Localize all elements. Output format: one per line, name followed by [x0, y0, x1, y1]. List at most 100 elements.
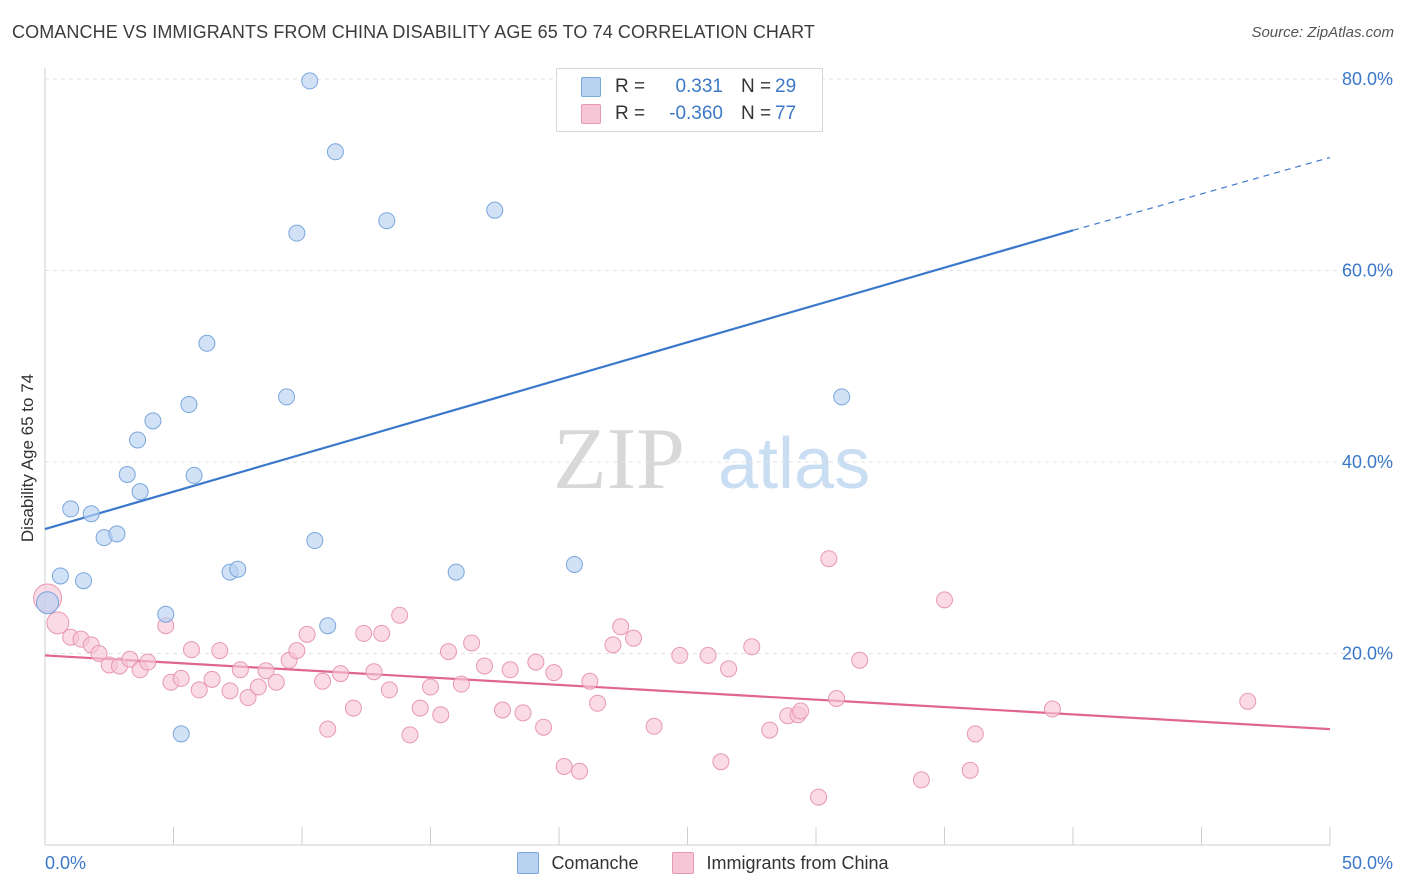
- comanche-point: [447, 563, 465, 581]
- comanche-point: [144, 412, 162, 430]
- legend-label: Immigrants from China: [706, 852, 889, 873]
- n-value: 29: [775, 76, 797, 97]
- stats-row-china: R = -0.360 N = 77: [581, 102, 796, 126]
- legend-item-china[interactable]: Immigrants from China: [672, 852, 889, 874]
- china-point: [699, 646, 717, 664]
- comanche-point: [833, 388, 851, 406]
- china-point: [380, 681, 398, 699]
- n-value: 77: [775, 103, 797, 124]
- china-point: [314, 672, 332, 690]
- china-point: [1043, 700, 1061, 718]
- comanche-point: [108, 525, 126, 543]
- x-tick-label: 0.0%: [45, 853, 86, 873]
- legend-label: Comanche: [551, 852, 639, 873]
- watermark-zip: ZIP: [553, 411, 685, 508]
- china-point: [365, 663, 383, 681]
- comanche-point: [180, 396, 198, 414]
- china-point: [46, 611, 70, 635]
- comanche-point: [198, 334, 216, 352]
- comanche-point: [62, 500, 80, 518]
- comanche-point: [157, 605, 175, 623]
- china-point: [463, 634, 481, 652]
- china-point: [475, 657, 493, 675]
- comanche-point: [306, 532, 324, 550]
- china-point: [439, 643, 457, 661]
- y-axis-label: Disability Age 65 to 74: [18, 373, 37, 543]
- china-point: [319, 720, 337, 738]
- comanche-point: [326, 143, 344, 161]
- china-point: [452, 675, 470, 693]
- china-point: [211, 642, 229, 660]
- china-point: [391, 606, 409, 624]
- china-point: [344, 699, 362, 717]
- n-label: N =: [741, 103, 772, 124]
- china-point: [249, 678, 267, 696]
- data-points: [33, 72, 1257, 806]
- comanche-point: [185, 466, 203, 484]
- china-point: [422, 678, 439, 696]
- x-tick-label: 50.0%: [1342, 853, 1393, 873]
- china-point: [761, 721, 779, 739]
- china-point: [514, 704, 532, 722]
- comanche-point: [129, 431, 147, 449]
- china-point: [535, 718, 553, 736]
- china-point: [239, 689, 257, 707]
- china-point: [912, 771, 930, 789]
- y-tick-label: 80.0%: [1342, 69, 1393, 89]
- r-label: R =: [615, 103, 646, 124]
- china-point: [411, 699, 429, 717]
- legend-item-comanche[interactable]: Comanche: [517, 852, 638, 874]
- china-point: [432, 706, 450, 724]
- comanche-point: [319, 617, 337, 635]
- china-point: [172, 669, 190, 687]
- china-point: [828, 690, 846, 708]
- china-point: [332, 665, 350, 683]
- r-value: 0.331: [675, 76, 723, 97]
- china-point: [501, 661, 519, 679]
- y-tick-label: 60.0%: [1342, 261, 1393, 281]
- source-label: Source: ZipAtlas.com: [1251, 24, 1394, 41]
- comanche-point: [278, 388, 296, 406]
- tick-labels: 20.0% 40.0% 60.0% 80.0% 0.0% 50.0%: [45, 69, 1393, 873]
- china-point: [121, 650, 139, 668]
- comanche-point: [51, 567, 69, 585]
- china-point: [961, 761, 979, 779]
- y-tick-label: 20.0%: [1342, 644, 1393, 664]
- watermark-atlas: atlas: [718, 424, 870, 504]
- comanche-point: [378, 212, 396, 230]
- china-point: [545, 664, 563, 682]
- china-point: [671, 646, 689, 664]
- chart-title: COMANCHE VS IMMIGRANTS FROM CHINA DISABI…: [12, 22, 815, 42]
- comanche-point: [82, 505, 100, 523]
- china-point: [712, 753, 730, 771]
- comanche-point: [75, 572, 93, 590]
- china-point: [820, 550, 838, 568]
- comanche-point: [229, 560, 247, 578]
- china-swatch: [672, 852, 695, 874]
- china-point: [612, 618, 630, 636]
- china-point: [373, 624, 391, 642]
- stats-legend: R = 0.331 N = 29 R = -0.360 N = 77: [556, 68, 823, 132]
- comanche-trend-extension: [1072, 156, 1331, 231]
- comanche-point: [172, 725, 190, 743]
- r-label: R =: [615, 76, 646, 97]
- trend-lines: [44, 156, 1331, 731]
- watermark: ZIP atlas: [553, 411, 870, 508]
- china-point: [221, 682, 239, 700]
- china-point: [527, 653, 545, 671]
- stats-row-comanche: R = 0.331 N = 29: [581, 75, 796, 99]
- china-point: [936, 591, 953, 609]
- china-point: [90, 645, 108, 662]
- comanche-point: [36, 591, 60, 615]
- series-legend: Comanche Immigrants from China: [0, 852, 1406, 874]
- china-point: [288, 642, 306, 660]
- china-point: [581, 672, 599, 690]
- grid: [45, 78, 1395, 654]
- china-swatch: [581, 104, 601, 124]
- china-point: [589, 694, 607, 712]
- axes: [44, 68, 1331, 846]
- china-point: [625, 629, 643, 647]
- china-point: [203, 670, 221, 688]
- china-point: [257, 662, 275, 680]
- china-point: [355, 624, 373, 642]
